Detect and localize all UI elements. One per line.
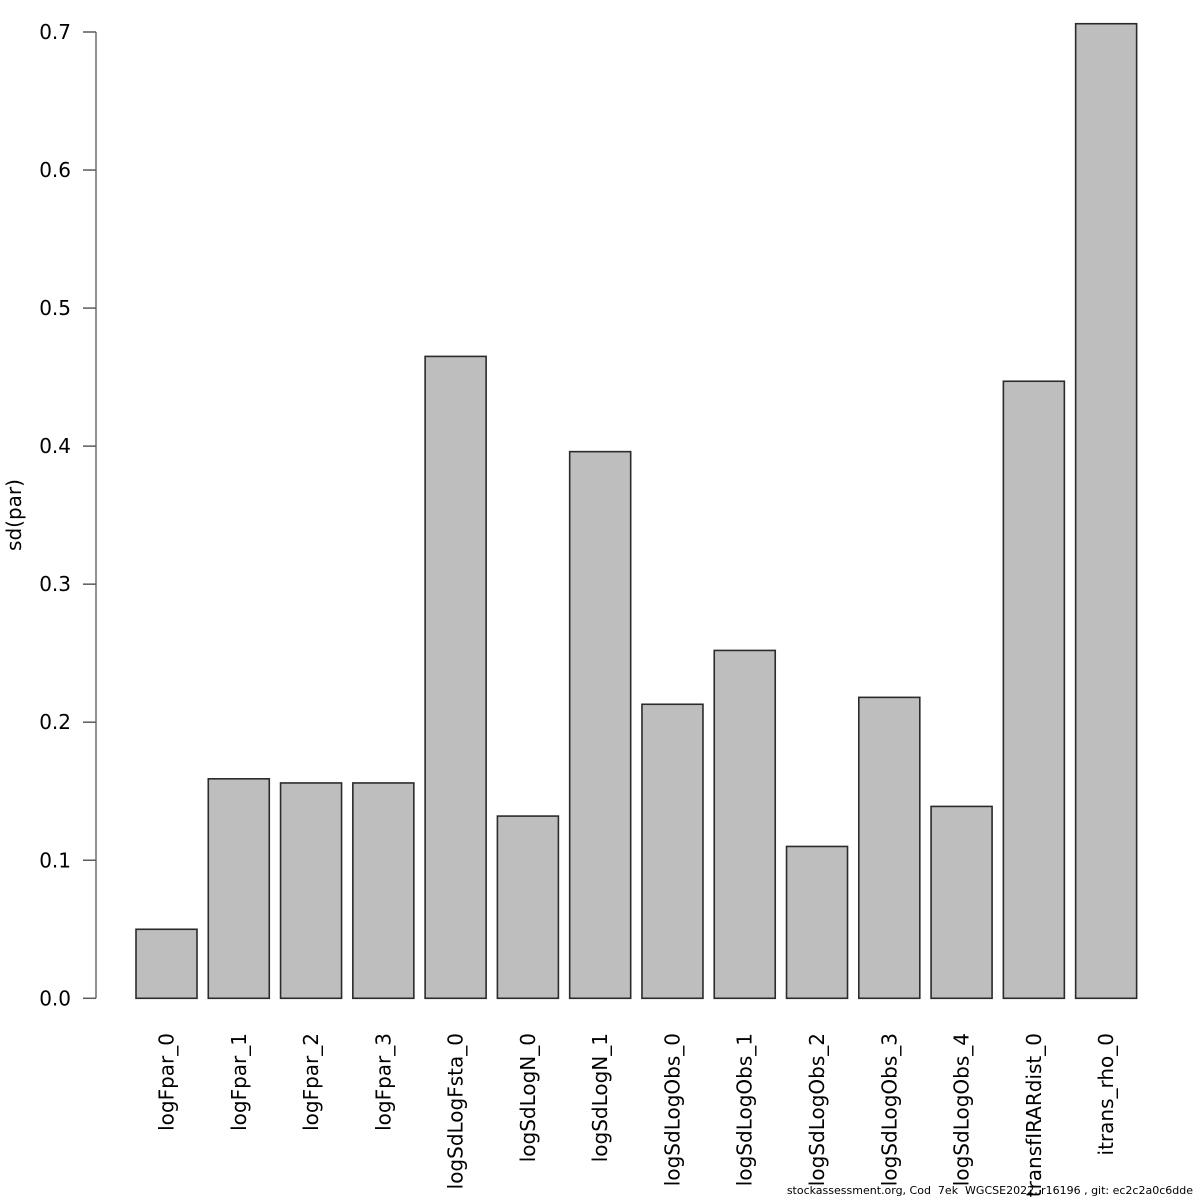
x-axis-label: itrans_rho_0 — [1094, 1033, 1118, 1155]
y-axis-tick-label: 0.3 — [39, 572, 71, 596]
y-axis-tick-label: 0.6 — [39, 158, 71, 182]
x-axis-label: logSdLogN_0 — [516, 1033, 540, 1162]
x-axis-label: logSdLogFsta_0 — [444, 1033, 468, 1189]
x-axis-label: logFpar_3 — [371, 1033, 395, 1131]
x-axis-label: logSdLogN_1 — [588, 1033, 612, 1162]
bar — [424, 355, 487, 1000]
x-axis-label: transfIRARdist_0 — [1022, 1033, 1046, 1197]
y-axis-tick-label: 0.5 — [39, 296, 71, 320]
x-axis-label: logSdLogObs_1 — [733, 1033, 757, 1186]
bar — [352, 782, 415, 1000]
bar — [279, 782, 343, 1000]
y-axis-tick-label: 0.1 — [39, 848, 71, 872]
bar — [568, 450, 632, 1000]
bar — [713, 649, 777, 1000]
x-axis-label: logSdLogObs_3 — [877, 1033, 901, 1186]
x-axis-label: logSdLogObs_2 — [805, 1033, 829, 1186]
y-axis-tick-label: 0.0 — [39, 986, 71, 1010]
watermark-text: stockassessment.org, Cod 7ek WGCSE2022, … — [786, 1184, 1193, 1197]
x-axis-label: logFpar_2 — [299, 1033, 323, 1131]
bar — [930, 805, 993, 1000]
bar — [1002, 380, 1066, 1000]
bar — [135, 928, 198, 1000]
x-axis-label: logSdLogObs_4 — [950, 1033, 974, 1186]
x-axis-label: logFpar_0 — [155, 1033, 179, 1131]
bar — [207, 778, 271, 1000]
bar — [857, 696, 921, 1000]
y-axis-title: sd(par) — [2, 479, 26, 551]
bar — [785, 845, 849, 1000]
y-axis-tick-label: 0.2 — [39, 710, 71, 734]
y-axis-tick-label: 0.7 — [39, 20, 71, 44]
bar — [641, 703, 704, 1000]
x-axis-label: logSdLogObs_0 — [660, 1033, 684, 1186]
y-axis-tick-label: 0.4 — [39, 434, 71, 458]
x-axis-label: logFpar_1 — [227, 1033, 251, 1131]
bar — [1074, 22, 1138, 1000]
bar — [496, 815, 560, 1000]
